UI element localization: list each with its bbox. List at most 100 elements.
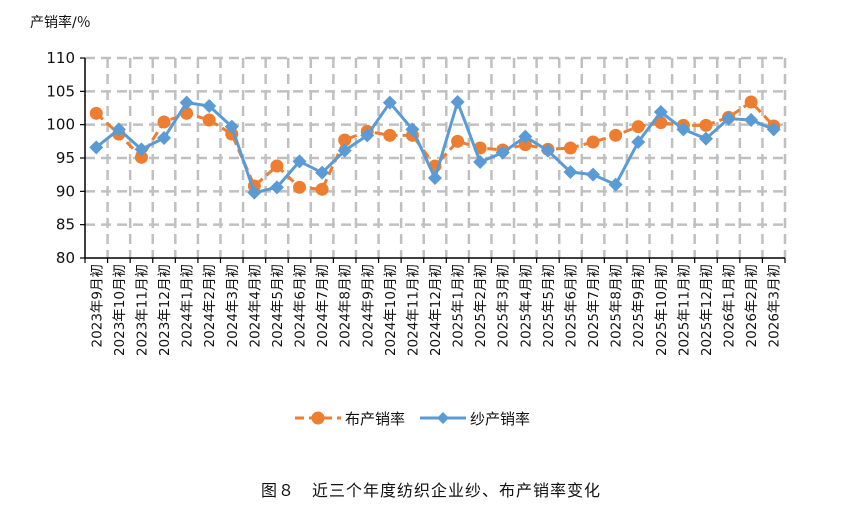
x-tick-label: 2023年11月初 [133, 264, 150, 356]
x-tick-label: 2025年6月初 [562, 264, 579, 347]
data-point [563, 165, 578, 179]
y-tick-label: 90 [56, 182, 75, 200]
x-tick-label: 2025年11月初 [675, 264, 692, 356]
x-tick-label: 2023年9月初 [88, 264, 105, 347]
data-point [89, 140, 104, 155]
data-point [405, 122, 420, 137]
y-axis-title: 产销率/％ [30, 15, 91, 31]
data-point [609, 128, 623, 142]
data-point [292, 154, 307, 169]
data-point [337, 143, 352, 158]
y-tick-label: 80 [56, 249, 75, 267]
data-point [360, 128, 375, 143]
data-point [540, 143, 555, 158]
data-point [247, 185, 262, 200]
y-tick-label: 85 [56, 216, 75, 234]
x-tick-label: 2025年9月初 [630, 264, 647, 347]
series-cloth [89, 95, 781, 196]
data-point [89, 106, 103, 120]
data-point [383, 128, 397, 142]
y-tick-label: 95 [56, 149, 75, 167]
x-tick-label: 2025年1月初 [450, 264, 467, 347]
data-point [495, 145, 510, 160]
x-tick-label: 2025年3月初 [495, 264, 512, 347]
data-point [744, 113, 759, 127]
data-point [428, 171, 442, 185]
x-tick-label: 2024年2月初 [201, 264, 218, 347]
x-tick-label: 2024年6月初 [292, 264, 309, 347]
x-tick-label: 2024年9月初 [359, 264, 376, 347]
x-tick-label: 2024年12月初 [427, 264, 444, 356]
y-tick-label: 100 [46, 116, 75, 134]
x-tick-label: 2026年3月初 [766, 264, 783, 347]
data-point [744, 95, 758, 109]
x-tick-label: 2023年12月初 [156, 264, 173, 356]
x-tick-label: 2024年10月初 [382, 264, 399, 356]
legend-item: 纱产销率 [420, 410, 530, 428]
x-tick-label: 2024年7月初 [314, 264, 331, 347]
data-point [451, 134, 465, 148]
data-point [315, 165, 330, 180]
data-point [338, 133, 352, 147]
data-point [224, 119, 239, 134]
legend-marker-circle [311, 411, 325, 425]
x-tick-label: 2024年8月初 [337, 264, 354, 347]
x-tick-label: 2024年11月初 [404, 264, 421, 356]
x-tick-label: 2025年2月初 [472, 264, 489, 347]
data-point [293, 180, 307, 194]
figure-caption: 图８ 近三个年度纺织企业纱、布产销率变化 [260, 481, 601, 500]
data-point [134, 150, 148, 164]
x-tick-label: 2025年12月初 [698, 264, 715, 356]
data-point [382, 95, 397, 110]
data-point [518, 129, 533, 144]
data-point [111, 122, 126, 137]
data-point [586, 167, 601, 182]
data-point [157, 131, 172, 145]
data-point [766, 122, 781, 137]
data-point [721, 111, 736, 126]
data-point [699, 118, 713, 132]
data-point [653, 105, 668, 119]
y-tick-label: 110 [46, 49, 75, 67]
data-point [179, 95, 194, 110]
legend-label: 纱产销率 [470, 410, 530, 428]
data-point [676, 122, 691, 137]
data-point [698, 131, 713, 146]
legend: 布产销率 纱产销率 [295, 410, 530, 428]
data-point [631, 135, 646, 149]
data-point [202, 99, 217, 113]
x-tick-label: 2025年4月初 [517, 264, 534, 347]
series-yarn [89, 95, 781, 200]
data-point [450, 95, 465, 109]
x-tick-label: 2026年2月初 [743, 264, 760, 347]
x-tick-label: 2025年10月初 [653, 264, 670, 356]
data-point [315, 182, 329, 196]
data-point [134, 142, 149, 157]
x-tick-label: 2026年1月初 [721, 264, 738, 347]
x-tick-label: 2025年7月初 [585, 264, 602, 347]
x-tick-label: 2024年4月初 [246, 264, 263, 347]
x-tick-label: 2025年8月初 [608, 264, 625, 347]
y-tick-label: 105 [46, 82, 75, 100]
data-point [631, 120, 645, 134]
data-point [473, 155, 488, 169]
data-point [654, 116, 668, 130]
data-point [563, 141, 577, 155]
data-point [202, 113, 216, 127]
legend-label: 布产销率 [345, 410, 405, 428]
x-tick-label: 2024年1月初 [179, 264, 196, 347]
legend-marker-diamond [437, 412, 449, 424]
x-tick-label: 2025年5月初 [540, 264, 557, 347]
data-point [270, 159, 284, 173]
data-point [518, 138, 532, 152]
legend-item: 布产销率 [295, 410, 405, 428]
x-tick-label: 2023年10月初 [111, 264, 128, 356]
x-tick-label: 2024年5月初 [269, 264, 286, 347]
data-point [586, 135, 600, 149]
data-point [269, 180, 284, 195]
data-point [608, 177, 623, 192]
x-tick-label: 2024年3月初 [224, 264, 241, 347]
data-point [157, 115, 171, 129]
